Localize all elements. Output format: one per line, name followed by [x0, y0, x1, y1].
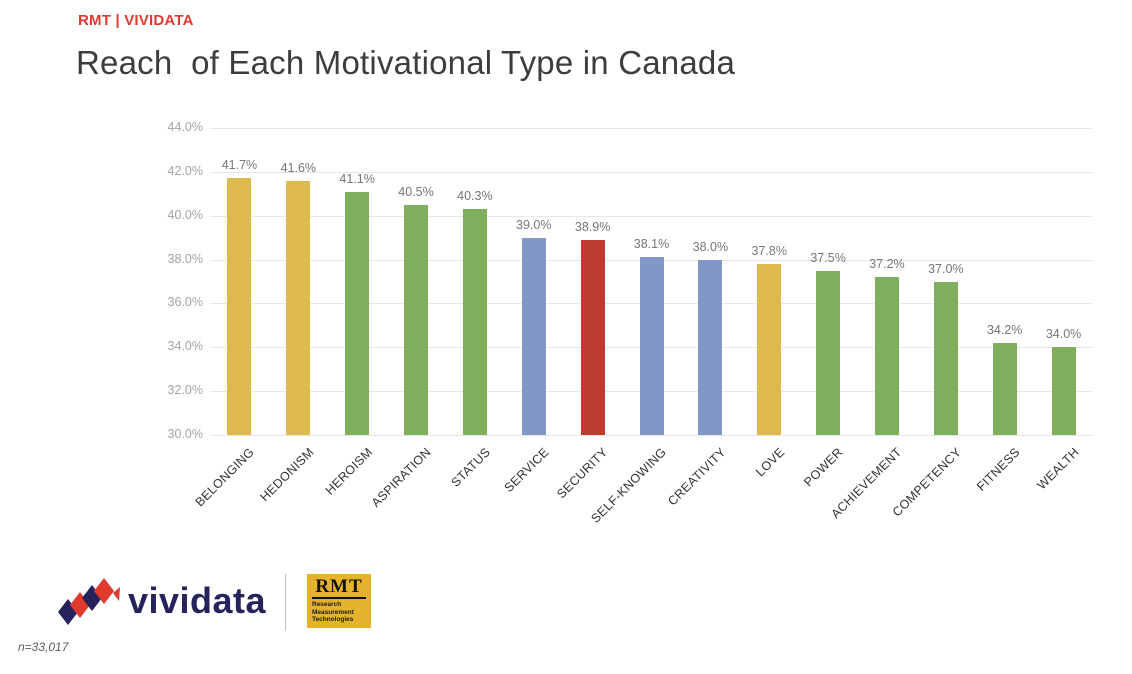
rmt-logo-line: Technologies: [312, 616, 354, 623]
y-tick-label: 38.0%: [167, 251, 203, 266]
bar-value-label: 34.0%: [1045, 327, 1082, 342]
x-category-label: ASPIRATION: [369, 445, 434, 510]
y-tick-label: 32.0%: [167, 383, 203, 398]
gridline: [210, 215, 1093, 217]
rmt-logo-rule: [312, 597, 366, 599]
x-category-label: CREATIVITY: [664, 445, 729, 509]
x-category-label: HEROISM: [322, 445, 376, 498]
bar-heroism: [345, 191, 370, 435]
y-tick-label: 44.0%: [167, 120, 203, 134]
bar-aspiration: [404, 204, 429, 435]
bar-value-label: 37.8%: [751, 243, 787, 258]
logo-divider: [285, 574, 286, 631]
bar-creativity: [698, 259, 723, 435]
y-tick-label: 34.0%: [167, 339, 203, 354]
bar-value-label: 40.3%: [457, 189, 493, 204]
page-title: Reach of Each Motivational Type in Canad…: [76, 44, 736, 81]
bar-status: [462, 209, 487, 435]
x-category-label: BELONGING: [192, 445, 258, 510]
bar-love: [757, 263, 782, 435]
bar-value-label: 40.5%: [398, 184, 434, 199]
bar-competency: [933, 281, 958, 435]
rmt-logo-line: Research: [312, 601, 342, 608]
bar-security: [580, 239, 605, 435]
rmt-logo-title: RMT: [315, 576, 363, 597]
bar-value-label: 39.0%: [516, 217, 552, 232]
y-tick-label: 36.0%: [167, 295, 203, 310]
y-tick-label: 30.0%: [167, 427, 203, 441]
vividata-logo-mark: [58, 578, 120, 625]
bar-fitness: [992, 342, 1017, 435]
gridline: [210, 435, 1093, 436]
bar-value-label: 38.1%: [633, 237, 670, 252]
brand-header: RMT | VIVIDATA: [78, 12, 194, 29]
bar-wealth: [1051, 347, 1076, 435]
y-tick-label: 40.0%: [167, 207, 203, 222]
x-category-label: STATUS: [448, 445, 493, 490]
bar-value-label: 41.7%: [221, 158, 258, 173]
bar-self-knowing: [639, 257, 664, 435]
bar-hedonism: [286, 180, 311, 435]
bar-value-label: 37.5%: [810, 250, 846, 265]
bar-value-label: 34.2%: [986, 322, 1023, 337]
bar-achievement: [874, 277, 899, 435]
x-category-label: SERVICE: [501, 445, 552, 496]
x-category-label: HEDONISM: [256, 445, 317, 505]
vividata-wordmark: vividata: [128, 580, 267, 621]
x-category-label: SECURITY: [554, 445, 611, 502]
bar-power: [816, 270, 841, 435]
rmt-logo-line: Measurement: [312, 608, 354, 616]
gridline: [210, 171, 1093, 173]
x-category-label: WEALTH: [1034, 445, 1082, 493]
y-tick-label: 42.0%: [167, 163, 203, 178]
bar-value-label: 41.1%: [339, 171, 375, 186]
plot-area: [210, 128, 1093, 436]
bar-belonging: [227, 178, 252, 435]
x-category-label: POWER: [801, 445, 847, 490]
bar-service: [521, 237, 546, 435]
x-category-label: LOVE: [752, 445, 788, 480]
rmt-logo: RMT Research Measurement Technologies: [307, 574, 371, 628]
bar-value-label: 38.0%: [692, 239, 729, 254]
sample-size-note: n=33,017: [18, 640, 69, 654]
bar-value-label: 37.2%: [869, 257, 905, 272]
bar-value-label: 41.6%: [280, 160, 317, 175]
bar-value-label: 37.0%: [928, 261, 964, 276]
gridline: [210, 128, 1093, 129]
x-category-label: FITNESS: [973, 445, 1023, 494]
bar-value-label: 38.9%: [574, 219, 611, 234]
